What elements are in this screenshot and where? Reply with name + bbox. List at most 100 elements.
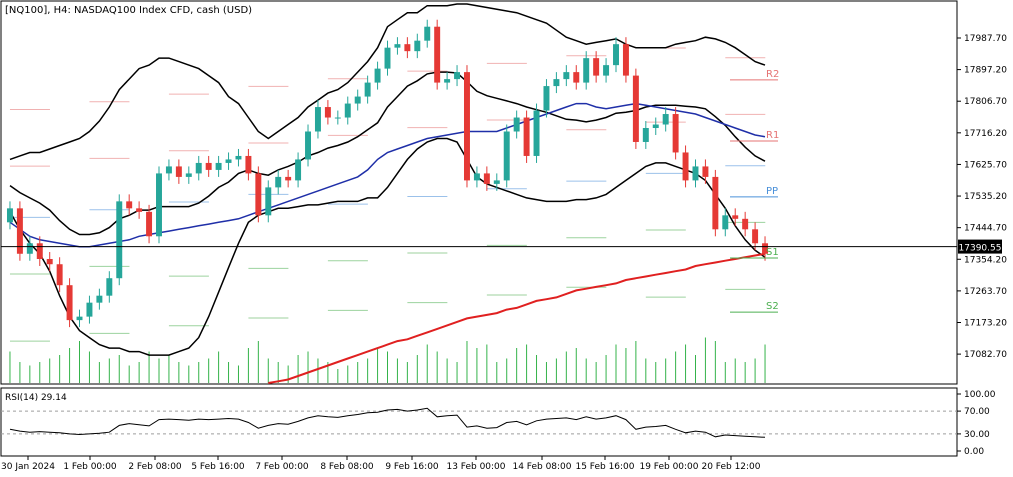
- price-tick-label: 17535.20: [964, 192, 1007, 202]
- candle-body: [483, 173, 490, 184]
- candle-body: [622, 44, 629, 76]
- bollinger-bands: [9, 3, 766, 356]
- pivot-label: R1: [766, 130, 779, 141]
- candle-body: [652, 124, 659, 129]
- candle-body: [86, 302, 93, 317]
- candle-body: [46, 258, 53, 265]
- price-tick-label: 17173.20: [964, 318, 1007, 328]
- candle-body: [116, 201, 123, 279]
- candle-body: [265, 187, 272, 216]
- bollinger-upper: [9, 3, 766, 161]
- candle-body: [404, 44, 411, 52]
- candle-body: [752, 229, 759, 244]
- rsi-label: RSI(14) 29.14: [5, 393, 67, 403]
- price-tick-label: 17987.70: [964, 34, 1007, 44]
- candle-body: [662, 114, 669, 125]
- candle-body: [384, 47, 391, 69]
- candle-body: [354, 96, 361, 104]
- candle-body: [692, 166, 699, 181]
- candle-body: [96, 295, 103, 303]
- price-tick-label: 17082.70: [964, 350, 1007, 360]
- candle-body: [36, 243, 43, 259]
- candle-body: [672, 114, 679, 153]
- time-tick-label: 7 Feb 00:00: [255, 462, 309, 472]
- pivot-label: R2: [766, 69, 779, 80]
- candle-body: [543, 86, 550, 111]
- time-tick-label: 15 Feb 16:00: [575, 462, 634, 472]
- candle-body: [76, 316, 83, 321]
- candle-body: [742, 218, 749, 230]
- candle-body: [414, 40, 421, 52]
- price-tick-label: 17625.70: [964, 160, 1007, 170]
- candle-body: [762, 243, 769, 254]
- candle-body: [523, 117, 530, 156]
- chart-title: [NQ100], H4: NASDAQ100 Index CFD, cash (…: [5, 5, 252, 16]
- candle-body: [16, 208, 23, 254]
- candle-body: [225, 159, 232, 163]
- time-tick-label: 13 Feb 00:00: [446, 462, 505, 472]
- rsi-indicator: 100.00 70.00 30.00 0.00: [1, 390, 996, 457]
- ma-red-line: [268, 252, 766, 384]
- candle-body: [156, 173, 162, 237]
- candle-body: [583, 58, 590, 83]
- candle-body: [235, 155, 242, 160]
- candle-body: [702, 166, 709, 177]
- candle-body: [533, 110, 540, 156]
- price-tick-label: 17263.70: [964, 287, 1007, 297]
- candle-body: [464, 72, 470, 181]
- rsi-panel: [0, 387, 958, 457]
- candle-body: [593, 58, 600, 76]
- candle-body: [444, 79, 451, 83]
- time-tick-label: 1 Feb 00:00: [63, 462, 117, 472]
- candle-body: [603, 65, 610, 76]
- moving-averages: [9, 102, 766, 384]
- candle-body: [205, 162, 212, 170]
- candle-body: [305, 131, 311, 160]
- time-tick-label: 5 Feb 16:00: [191, 462, 245, 472]
- time-axis: 30 Jan 2024 1 Feb 00:00 2 Feb 08:00 5 Feb 1…: [1, 456, 761, 472]
- ma-blue-line: [9, 102, 766, 248]
- candle-body: [573, 72, 580, 83]
- bollinger-lower: [9, 137, 766, 356]
- price-tick-label: 17897.20: [964, 66, 1007, 76]
- candle-body: [503, 131, 510, 181]
- candle-body: [454, 72, 461, 80]
- price-tag-bg: [958, 239, 1002, 254]
- candle-body: [215, 162, 222, 170]
- candle-body: [66, 285, 73, 321]
- candle-body: [632, 75, 639, 142]
- price-tick-label: 17716.20: [964, 129, 1007, 139]
- candle-body: [513, 117, 520, 132]
- candle-body: [424, 26, 431, 41]
- pivot-label: PP: [766, 186, 778, 197]
- rsi-level-label: 100.00: [964, 390, 996, 400]
- price-axis: 17987.70 17897.20 17806.70 17716.20 17625.70…: [957, 34, 1007, 360]
- time-tick-label: 8 Feb 08:00: [320, 462, 374, 472]
- rsi-line: [9, 407, 766, 438]
- candle-body: [26, 243, 33, 254]
- candle-body: [136, 208, 143, 212]
- candle-body: [56, 264, 63, 286]
- candlesticks: [6, 19, 769, 328]
- current-price: 17390.55: [1, 239, 1002, 254]
- price-tick-label: 17444.70: [964, 224, 1007, 234]
- candle-body: [314, 107, 321, 132]
- candle-body: [493, 180, 500, 184]
- candle-body: [473, 173, 480, 181]
- price-tick-label: 17354.20: [964, 255, 1007, 265]
- candle-body: [126, 201, 133, 209]
- candle-body: [613, 44, 619, 66]
- volume-bars: [9, 337, 766, 383]
- time-tick-label: 14 Feb 08:00: [512, 462, 571, 472]
- main-panel: [0, 0, 958, 385]
- candle-body: [106, 278, 113, 296]
- candle-body: [712, 176, 719, 230]
- candle-body: [553, 79, 560, 87]
- pivot-label: S1: [766, 247, 779, 258]
- pivot-segments: [9, 47, 766, 342]
- candle-body: [344, 103, 351, 118]
- candle-body: [285, 176, 292, 181]
- candle-body: [642, 128, 649, 142]
- candle-body: [6, 208, 13, 223]
